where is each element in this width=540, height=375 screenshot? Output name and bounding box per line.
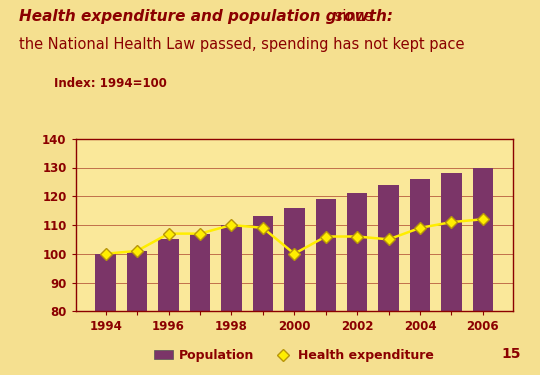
Bar <box>347 194 367 311</box>
Bar <box>253 216 273 311</box>
Bar <box>221 225 241 311</box>
Bar <box>315 199 336 311</box>
Bar <box>190 234 210 311</box>
Text: Health expenditure and population growth:: Health expenditure and population growth… <box>19 9 393 24</box>
Bar <box>127 251 147 311</box>
Text: 15: 15 <box>502 347 521 361</box>
Text: Index: 1994=100: Index: 1994=100 <box>54 77 167 90</box>
Bar <box>441 173 462 311</box>
Bar <box>284 208 305 311</box>
Bar <box>379 185 399 311</box>
Bar <box>410 179 430 311</box>
Bar <box>96 254 116 311</box>
Bar <box>472 168 493 311</box>
Legend: Population, Health expenditure: Population, Health expenditure <box>149 344 440 367</box>
Text: the National Health Law passed, spending has not kept pace: the National Health Law passed, spending… <box>19 38 464 52</box>
Bar <box>158 239 179 311</box>
Text: since: since <box>330 9 373 24</box>
